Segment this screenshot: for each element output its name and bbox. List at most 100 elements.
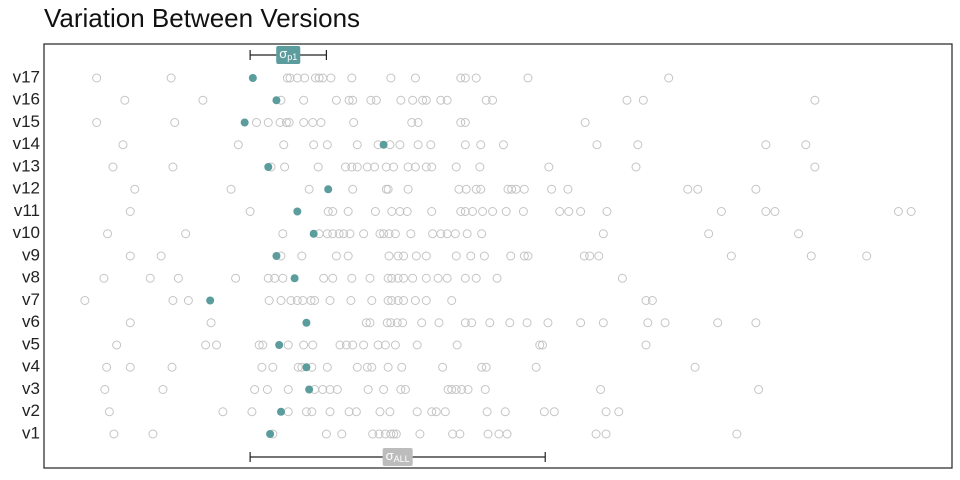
point (690, 362, 700, 372)
point (362, 162, 372, 172)
y-tick-label: v13 (13, 156, 40, 175)
point (810, 95, 820, 105)
point (390, 340, 400, 350)
point (547, 184, 557, 194)
point (387, 273, 397, 283)
point (614, 407, 624, 417)
point (130, 184, 140, 194)
point (308, 340, 318, 350)
highlight-point (272, 96, 281, 105)
point (421, 273, 431, 283)
highlight-point (275, 341, 284, 349)
point (297, 251, 307, 261)
point (322, 140, 332, 150)
point (340, 162, 350, 172)
y-tick-label: v8 (22, 268, 40, 287)
point (374, 429, 384, 439)
point (544, 162, 554, 172)
point (386, 73, 396, 83)
point (308, 118, 318, 127)
point (292, 73, 302, 83)
point (576, 207, 586, 216)
point (393, 273, 403, 283)
point (641, 296, 651, 305)
point (399, 251, 409, 261)
point (460, 273, 470, 283)
point (411, 251, 421, 261)
point (427, 407, 437, 417)
point (316, 118, 326, 127)
y-tick-label: v7 (22, 290, 40, 309)
point (332, 385, 342, 394)
point (598, 318, 608, 328)
point (580, 118, 590, 127)
point (257, 362, 267, 372)
point (283, 340, 293, 350)
point (383, 296, 393, 305)
point (906, 207, 916, 216)
point (292, 296, 302, 305)
point (102, 362, 112, 372)
point (447, 296, 457, 305)
point (601, 429, 611, 439)
point (476, 184, 486, 194)
point (412, 340, 422, 350)
highlight-point (305, 385, 314, 394)
point (506, 251, 516, 261)
point (471, 73, 481, 83)
point (761, 140, 771, 150)
point (406, 229, 416, 239)
point (347, 73, 357, 83)
point (201, 340, 211, 350)
point (173, 273, 183, 283)
point (351, 407, 361, 417)
point (502, 429, 512, 439)
highlight-point (302, 363, 311, 372)
point (460, 118, 470, 127)
point (477, 229, 487, 239)
point (392, 318, 402, 328)
point (145, 273, 155, 283)
point (120, 95, 130, 105)
point (643, 318, 653, 328)
point (488, 207, 498, 216)
point (268, 362, 278, 372)
point (664, 73, 674, 83)
point (761, 207, 771, 216)
point (433, 273, 443, 283)
point (476, 140, 486, 150)
point (381, 162, 391, 172)
point (264, 296, 274, 305)
point (331, 251, 341, 261)
point (531, 362, 541, 372)
point (471, 184, 481, 194)
point (183, 296, 193, 305)
point (250, 385, 260, 394)
chart-title: Variation Between Versions (44, 3, 360, 33)
point (806, 251, 816, 261)
point (463, 385, 473, 394)
point (352, 140, 362, 150)
point (726, 251, 736, 261)
point (212, 340, 222, 350)
point (460, 318, 470, 328)
point (801, 140, 811, 150)
y-tick-label: v16 (13, 90, 40, 109)
point (301, 407, 311, 417)
point (326, 73, 336, 83)
point (313, 162, 323, 172)
point (384, 229, 394, 239)
point (322, 362, 332, 372)
point (412, 407, 422, 417)
point (408, 273, 418, 283)
point (434, 318, 444, 328)
point (359, 229, 369, 239)
point (344, 407, 354, 417)
point (501, 207, 511, 216)
point (181, 229, 191, 239)
point (276, 296, 286, 305)
point (390, 229, 400, 239)
point (323, 207, 333, 216)
point (365, 273, 375, 283)
highlight-point (293, 207, 302, 216)
